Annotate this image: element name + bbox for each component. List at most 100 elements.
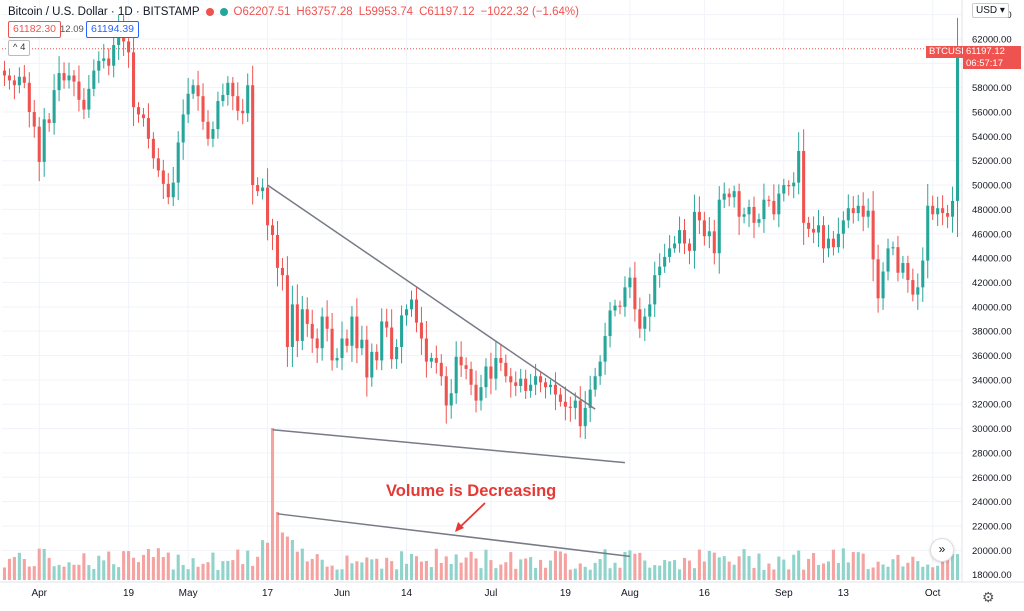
volume-bar — [400, 551, 404, 580]
candle-body — [97, 60, 101, 71]
candle-body — [216, 101, 220, 130]
candle-body — [295, 304, 299, 341]
candle-body — [692, 211, 696, 251]
y-tick-label: 48000.00 — [972, 205, 1012, 216]
candle-body — [876, 259, 880, 299]
candle-body — [742, 214, 746, 217]
candle-body — [300, 309, 304, 341]
x-tick-label: 14 — [401, 588, 413, 599]
spread-value: 12.09 — [60, 24, 84, 35]
candle-body — [87, 88, 91, 110]
indicators-toggle[interactable]: ^ 4 — [8, 40, 31, 56]
volume-bar — [454, 554, 458, 580]
volume-bar — [797, 550, 801, 580]
volume-bar — [459, 562, 463, 580]
volume-bar — [881, 564, 885, 580]
volume-bar — [151, 557, 155, 580]
symbol-price-tag: BTCUSD — [926, 46, 972, 58]
volume-bar — [42, 548, 46, 580]
volume-bar — [792, 554, 796, 580]
candle-body — [519, 378, 523, 386]
volume-bar — [494, 568, 498, 580]
candle-body — [603, 336, 607, 362]
candle-body — [459, 356, 463, 366]
candle-body — [52, 90, 56, 123]
sell-price-button[interactable]: 61182.30 — [8, 21, 62, 38]
candle-body — [176, 142, 180, 183]
candle-body — [270, 225, 275, 235]
volume-bar — [777, 556, 781, 580]
volume-bar — [534, 567, 538, 580]
volume-bar — [261, 540, 265, 580]
currency-selector[interactable]: USD ▾ — [972, 3, 1009, 18]
candle-body — [802, 150, 806, 223]
volume-bar — [722, 556, 726, 580]
volume-bar — [816, 564, 821, 580]
candle-body — [380, 321, 384, 361]
candle-body — [285, 275, 289, 348]
candle-body — [280, 267, 284, 276]
candle-body — [881, 271, 885, 299]
volume-bar — [707, 550, 711, 580]
y-tick-label: 54000.00 — [972, 132, 1012, 143]
volume-bar — [936, 565, 940, 580]
y-tick-label: 58000.00 — [972, 83, 1012, 94]
candle-body — [767, 199, 771, 201]
candle-body — [22, 76, 26, 83]
candle-body — [931, 205, 935, 215]
volume-annotation: Volume is Decreasing — [386, 482, 557, 500]
candle-body — [826, 238, 830, 249]
candle-body — [32, 112, 36, 127]
volume-bar — [409, 553, 414, 580]
volume-bar — [553, 550, 557, 580]
volume-bar — [539, 559, 543, 580]
volume-bar — [509, 552, 513, 580]
x-tick-label: 16 — [699, 588, 711, 599]
candle-body — [543, 382, 548, 388]
candle-body — [340, 338, 344, 358]
volume-bar — [216, 569, 220, 580]
symbol-title[interactable]: Bitcoin / U.S. Dollar · 1D · BITSTAMP — [8, 6, 200, 18]
candle-body — [936, 208, 940, 215]
candle-body — [27, 82, 31, 113]
gear-icon[interactable]: ⚙ — [982, 589, 995, 605]
x-tick-label: 19 — [560, 588, 572, 599]
volume-bar — [807, 558, 811, 580]
volume-bar — [355, 561, 359, 580]
volume-bar — [32, 566, 36, 580]
volume-bar — [2, 567, 7, 580]
candle-body — [812, 228, 816, 233]
volume-bar — [802, 569, 806, 580]
volume-bar — [444, 556, 448, 580]
candle-body — [479, 387, 483, 401]
candle-body — [821, 225, 826, 249]
volume-trendline — [277, 513, 631, 558]
candle-body — [494, 357, 498, 379]
indicators-count: 4 — [20, 42, 26, 53]
candle-body — [231, 82, 235, 97]
volume-bar — [469, 551, 473, 580]
volume-bar — [896, 554, 900, 580]
volume-bar — [102, 560, 106, 580]
volume-bar — [320, 559, 324, 580]
candle-body — [727, 193, 731, 198]
volume-bar — [598, 559, 602, 580]
scroll-to-realtime-button[interactable]: » — [930, 538, 954, 562]
volume-bar — [434, 548, 438, 580]
volume-bar — [221, 561, 225, 580]
volume-bar — [702, 561, 706, 580]
volume-bar — [146, 548, 150, 580]
x-tick-label: Jul — [485, 588, 498, 599]
candle-body — [310, 323, 314, 339]
candle-body — [335, 357, 339, 361]
candle-body — [782, 185, 786, 194]
volume-bar — [543, 567, 548, 580]
buy-price-button[interactable]: 61194.39 — [86, 21, 140, 38]
chevron-up-icon: ^ — [13, 42, 18, 53]
volume-bar — [186, 569, 190, 580]
volume-bar — [166, 552, 170, 580]
volume-bar — [300, 548, 304, 580]
candle-body — [682, 230, 687, 244]
candle-body — [955, 48, 960, 201]
